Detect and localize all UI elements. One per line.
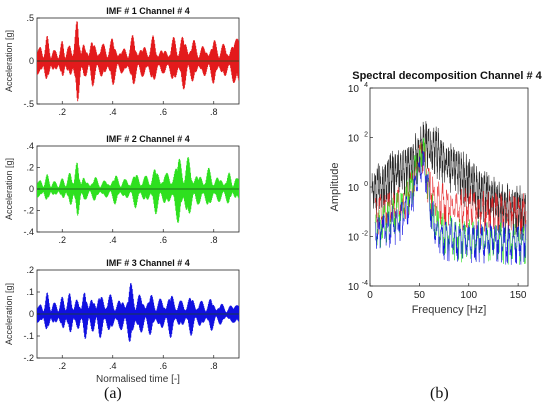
y-axis-label: Amplitude <box>329 163 341 212</box>
y-tick-exponent: 2 <box>364 132 368 139</box>
x-axis-label: Frequency [Hz] <box>412 304 487 316</box>
y-tick-label: .5 <box>26 13 34 23</box>
spectrum-line-1 <box>371 121 527 241</box>
x-tick-label: .2 <box>58 107 66 117</box>
imf-title: IMF # 2 Channel # 4 <box>106 134 190 144</box>
y-tick-label: -.2 <box>23 206 34 216</box>
y-tick-label: .2 <box>26 163 34 173</box>
y-tick-exponent: 4 <box>364 82 368 89</box>
x-tick-label: .4 <box>109 107 117 117</box>
x-tick-label: .8 <box>210 235 218 245</box>
y-tick-label: .4 <box>26 141 34 151</box>
x-tick-label: .6 <box>159 107 167 117</box>
imf-signal-line <box>37 21 239 102</box>
y-tick-label: 10 <box>348 233 360 244</box>
x-tick-label: 100 <box>460 290 477 301</box>
y-tick-label: 10 <box>348 134 360 145</box>
y-tick-label: .1 <box>26 287 34 297</box>
imf-panel-2: .2 .4 .6 .8 -.4 -.2 0 .2 .4 IMF # 2 Channel # 4 Ac… <box>4 134 240 245</box>
imf-signal-line <box>37 156 239 223</box>
x-tick-label: .4 <box>109 361 117 371</box>
y-tick-label: -.2 <box>23 353 34 363</box>
y-tick-label: .2 <box>26 265 34 275</box>
panel-label-a: (a) <box>104 385 122 402</box>
y-tick-label: 10 <box>348 84 360 95</box>
y-tick-exponent: -4 <box>362 280 368 287</box>
y-tick-label: 10 <box>348 183 360 194</box>
x-tick-label: 50 <box>414 290 426 301</box>
y-tick-label: 0 <box>29 184 34 194</box>
y-tick-label: 0 <box>29 56 34 66</box>
x-tick-label: .6 <box>159 361 167 371</box>
spectral-title: Spectral decomposition Channel # 4 <box>352 70 542 82</box>
x-tick-label: .4 <box>109 235 117 245</box>
x-axis-label: Normalised time [-] <box>96 374 180 385</box>
spectrum-line-4 <box>374 151 527 265</box>
y-axis-label: Acceleration [g] <box>4 283 14 345</box>
y-axis-label: Acceleration [g] <box>4 158 14 220</box>
imf-title: IMF # 3 Channel # 4 <box>106 258 190 268</box>
x-tick-label: .2 <box>58 235 66 245</box>
panel-label-b: (b) <box>430 385 449 402</box>
y-tick-label: -.1 <box>23 331 34 341</box>
y-tick-exponent: 0 <box>364 181 368 188</box>
x-tick-label: 0 <box>367 290 373 301</box>
y-tick-label: 0 <box>29 309 34 319</box>
x-tick-label: .8 <box>210 361 218 371</box>
x-tick-label: .2 <box>58 361 66 371</box>
y-tick-label: 10 <box>348 282 360 293</box>
y-tick-exponent: -2 <box>362 231 368 238</box>
imf-signal-line <box>37 283 239 342</box>
y-tick-label: -.4 <box>23 227 34 237</box>
x-tick-label: .8 <box>210 107 218 117</box>
y-tick-label: -.5 <box>23 99 34 109</box>
y-axis-label: Acceleration [g] <box>4 30 14 92</box>
imf-panel-3: .2 .4 .6 .8 -.2 -.1 0 .1 .2 IMF # 3 Channel # 4 Ac… <box>4 258 240 385</box>
x-tick-label: 150 <box>510 290 527 301</box>
imf-panel-1: .2 .4 .6 .8 -.5 0 .5 IMF # 1 Channel # 4 Acceler… <box>4 6 240 117</box>
x-tick-label: .6 <box>159 235 167 245</box>
imf-title: IMF # 1 Channel # 4 <box>106 6 190 16</box>
